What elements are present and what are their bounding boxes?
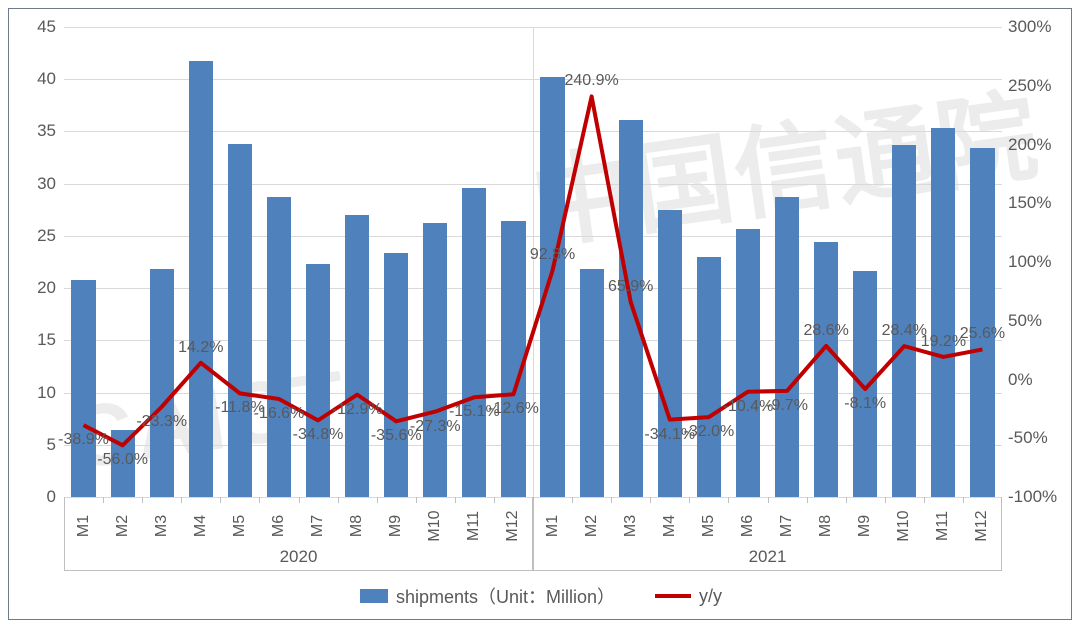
y-right-tick-label: 250% [1008, 76, 1051, 96]
line-data-label: 25.6% [960, 325, 1005, 343]
y-right-tick-label: 100% [1008, 252, 1051, 272]
y-right-tick-label: 50% [1008, 311, 1042, 331]
line-data-label: 65.9% [608, 278, 653, 296]
y-right-tick-label: 150% [1008, 193, 1051, 213]
line-data-label: 92.8% [530, 246, 575, 264]
y-right-tick-label: -100% [1008, 487, 1057, 507]
year-group-label: 2020 [64, 547, 533, 567]
line-data-label: -34.8% [293, 426, 344, 444]
line-data-label: -8.1% [844, 395, 886, 413]
yy-line [84, 96, 983, 445]
line-data-label: 240.9% [564, 72, 618, 90]
y-left-tick-label: 10 [9, 383, 56, 403]
y-left-tick-label: 5 [9, 435, 56, 455]
legend: shipments（Unit：Million） y/y [9, 583, 1073, 609]
line-data-label: -56.0% [97, 451, 148, 469]
y-right-tick-label: 300% [1008, 17, 1051, 37]
year-group-label: 2021 [533, 547, 1002, 567]
y-left-tick-label: 35 [9, 121, 56, 141]
line-data-label: 28.6% [803, 322, 848, 340]
line-data-label: -38.9% [58, 431, 109, 449]
y-left-tick-label: 25 [9, 226, 56, 246]
y-left-tick-label: 40 [9, 69, 56, 89]
chart-frame: CAICT 中国信通院 M1M2M3M4M5M6M7M8M9M10M11M12M… [8, 8, 1072, 620]
line-data-label: -12.9% [332, 401, 383, 419]
line-data-label: -12.6% [488, 400, 539, 418]
y-left-tick-label: 15 [9, 330, 56, 350]
line-data-label: -32.0% [684, 423, 735, 441]
line-data-label: 14.2% [178, 339, 223, 357]
legend-swatch-line [655, 594, 691, 598]
y-right-tick-label: 0% [1008, 370, 1033, 390]
line-data-label: -16.6% [254, 405, 305, 423]
legend-item-yy: y/y [655, 586, 722, 607]
y-left-tick-label: 45 [9, 17, 56, 37]
y-left-tick-label: 20 [9, 278, 56, 298]
y-right-tick-label: 200% [1008, 135, 1051, 155]
y-left-tick-label: 30 [9, 174, 56, 194]
legend-label-shipments: shipments（Unit：Million） [396, 583, 615, 609]
legend-item-shipments: shipments（Unit：Million） [360, 583, 615, 609]
line-data-label: -23.3% [136, 413, 187, 431]
y-right-tick-label: -50% [1008, 428, 1048, 448]
line-data-label: -9.7% [766, 397, 808, 415]
y-left-tick-label: 0 [9, 487, 56, 507]
legend-swatch-bar [360, 589, 388, 603]
legend-label-yy: y/y [699, 586, 722, 607]
